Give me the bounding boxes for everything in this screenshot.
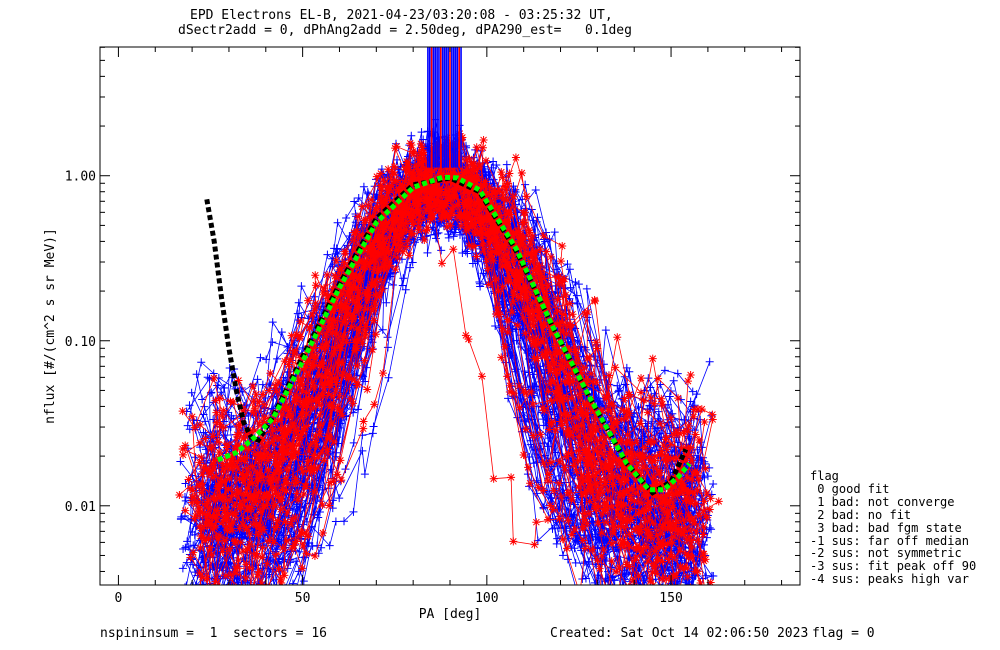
footer-flag: flag = 0 <box>812 626 875 641</box>
legend-item-3: 3 bad: bad fgm state <box>810 520 962 535</box>
data-layer <box>175 47 723 585</box>
red-series-markers <box>198 175 692 584</box>
y-tick-label: 0.10 <box>65 335 96 350</box>
footer-nspininsum: nspininsum = 1 sectors = 16 <box>100 626 327 641</box>
legend-item-7: -4 sus: peaks high var <box>810 572 969 587</box>
legend-item-5: -2 sus: not symmetric <box>810 546 962 561</box>
x-tick-label: 100 <box>475 591 498 606</box>
fit-profile-line <box>216 174 692 493</box>
chart-title-line1: EPD Electrons EL-B, 2021-04-23/03:20:08 … <box>190 8 613 23</box>
red-series-line <box>199 154 699 585</box>
red-series-markers <box>206 141 715 585</box>
chart-title-line2: dSectr2add = 0, dPhAng2add = 2.50deg, dP… <box>178 23 632 38</box>
y-tick-label: 1.00 <box>65 170 96 185</box>
y-tick-label: 0.01 <box>65 500 96 515</box>
legend-item-0: 0 good fit <box>810 481 890 496</box>
x-axis-label: PA [deg] <box>419 607 482 622</box>
legend-item-4: -1 sus: far off median <box>810 533 969 548</box>
x-tick-label: 150 <box>659 591 682 606</box>
x-tick-label: 50 <box>295 591 311 606</box>
peak-spikes <box>427 47 462 168</box>
red-series-markers <box>205 142 708 572</box>
red-series-line <box>199 171 699 453</box>
legend-item-6: -3 sus: fit peak off 90 <box>810 559 977 574</box>
footer-created: Created: Sat Oct 14 02:06:50 2023 <box>550 626 809 641</box>
x-tick-label: 0 <box>115 591 123 606</box>
flag-legend: flag 0 good fit 1 bad: not converge 2 ba… <box>810 470 976 586</box>
legend-item-2: 2 bad: no fit <box>810 507 912 522</box>
legend-title: flag <box>810 469 839 483</box>
y-axis-label: nflux [#/(cm^2 s sr MeV)] <box>43 228 58 424</box>
legend-item-1: 1 bad: not converge <box>810 494 955 509</box>
